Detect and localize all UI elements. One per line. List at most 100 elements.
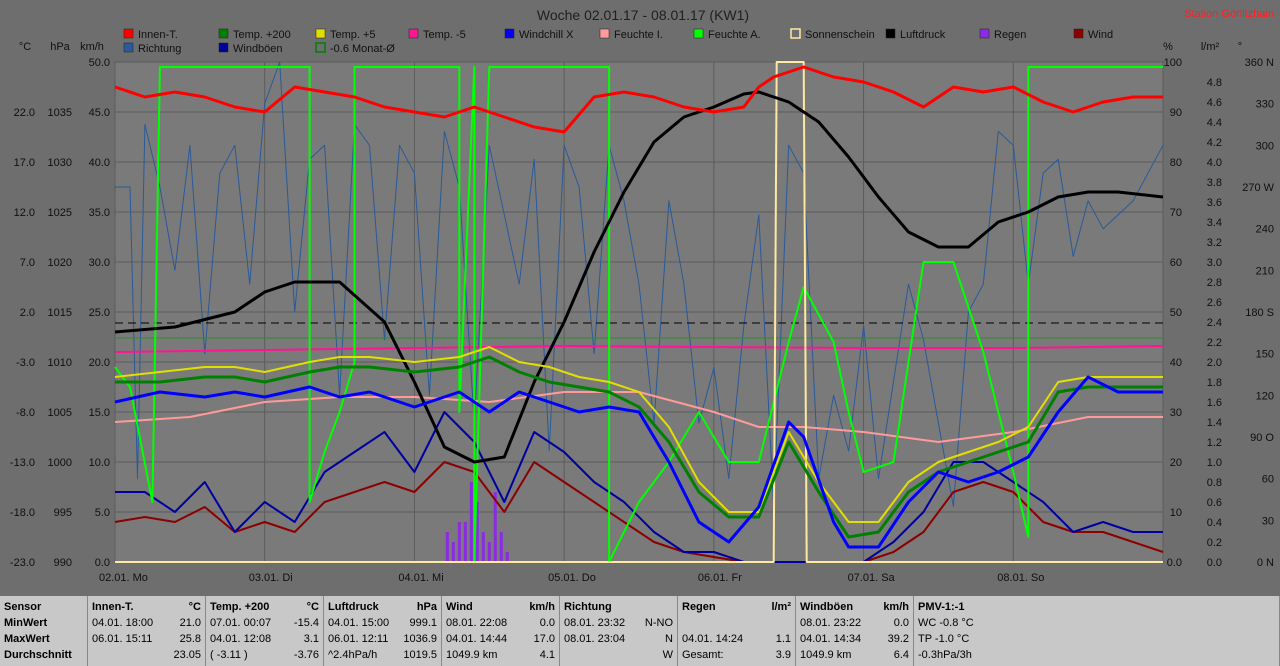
table-row: Windböen km/h (800, 599, 909, 615)
tick-rain: 0.8 (1207, 477, 1222, 489)
series-line (114, 345, 1164, 353)
table-row: 06.01. 12:11 1036.9 (328, 631, 437, 647)
table-cell: 1049.9 km (446, 649, 498, 661)
tick-rain: 1.4 (1207, 417, 1222, 429)
table-cell: 39.2 (887, 633, 909, 645)
tick-deg: 120 (1256, 390, 1274, 402)
legend-swatch (979, 28, 990, 39)
tick-x: 02.01. Mo (99, 572, 148, 584)
table-row: WC -0.8 °C (918, 615, 1275, 631)
table-row: 1049.9 km 4.1 (446, 647, 555, 663)
tick-hpa: 1035 (48, 107, 72, 119)
tick-rain: 1.2 (1207, 437, 1222, 449)
table-cell: 04.01. 14:44 (446, 633, 508, 645)
table-col: Richtung 08.01. 23:32 N-NO 08.01. 23:04 N W (560, 596, 678, 666)
table-cell: Sensor (4, 601, 42, 613)
tick-kmh: 0.0 (95, 557, 110, 569)
table-cell: km/h (883, 601, 909, 613)
tick-x: 07.01. Sa (848, 572, 896, 584)
tick-rain: 4.4 (1207, 117, 1222, 129)
axis-header-kmh: km/h (80, 41, 104, 53)
tick-pct: 20 (1170, 457, 1182, 469)
table-cell: 3.9 (775, 649, 791, 661)
legend-swatch (599, 28, 610, 39)
table-cell: WC -0.8 °C (918, 617, 974, 629)
tick-rain: 4.8 (1207, 77, 1222, 89)
tick-rain: 3.4 (1207, 217, 1222, 229)
legend-swatch (693, 28, 704, 39)
table-cell: Innen-T. (92, 601, 134, 613)
rain-bar (451, 542, 455, 562)
table-row: 08.01. 23:22 0.0 (800, 615, 909, 631)
tick-rain: 1.8 (1207, 377, 1222, 389)
series-line (114, 66, 1163, 563)
table-cell: MinWert (4, 617, 48, 629)
tick-kmh: 10.0 (89, 457, 110, 469)
rain-bar (505, 552, 509, 562)
axes: °C hPa km/h% l/m² ° 50.0 45.0 40.0 35.0 30.0 25.0 2… (10, 41, 1275, 584)
series-group (114, 61, 1164, 563)
tick-kmh: 5.0 (95, 507, 110, 519)
tick-rain: 0.2 (1207, 537, 1222, 549)
tick-temp: 17.0 (14, 157, 35, 169)
series-line (115, 61, 1164, 507)
tick-kmh: 50.0 (89, 57, 110, 69)
rain-bar (487, 542, 491, 562)
legend-item-label: Wind (1088, 29, 1113, 41)
tick-hpa: 1010 (48, 357, 72, 369)
rain-bar (469, 482, 473, 562)
table-cell: 0.0 (539, 617, 555, 629)
legend-swatch (790, 28, 801, 39)
legend-item-label: Temp. -5 (423, 29, 466, 41)
tick-kmh: 45.0 (89, 107, 110, 119)
tick-rain: 2.2 (1207, 337, 1222, 349)
tick-kmh: 20.0 (89, 357, 110, 369)
tick-rain: 1.6 (1207, 397, 1222, 409)
table-row: Durchschnitt (4, 647, 83, 663)
legend-item-label: Innen-T. (138, 29, 178, 41)
tick-hpa: 1025 (48, 207, 72, 219)
tick-pct: 30 (1170, 407, 1182, 419)
table-row: Wind km/h (446, 599, 555, 615)
table-cell: -15.4 (293, 617, 319, 629)
legend-item-label: Windchill X (519, 29, 574, 41)
table-row: 07.01. 00:07 -15.4 (210, 615, 319, 631)
legend-item-label: Feuchte I. (614, 29, 663, 41)
table-cell: 6.4 (893, 649, 909, 661)
legend-swatch (218, 28, 229, 39)
table-row: MaxWert (4, 631, 83, 647)
table-col: Regen l/m² 04.01. 14:24 1.1 Gesamt: 3.9 (678, 596, 796, 666)
table-row: 04.01. 14:34 39.2 (800, 631, 909, 647)
table-cell: Gesamt: (682, 649, 724, 661)
table-col: Luftdruck hPa 04.01. 15:00 999.1 06.01. 12:1… (324, 596, 442, 666)
tick-hpa: 1005 (48, 407, 72, 419)
tick-pct: 60 (1170, 257, 1182, 269)
table-cell: 0.0 (893, 617, 909, 629)
legend-swatch (315, 42, 326, 53)
table-cell: N-NO (644, 617, 673, 629)
legend-swatch (123, 42, 134, 53)
tick-rain: 3.2 (1207, 237, 1222, 249)
table-col: Innen-T. °C 04.01. 18:00 21.0 06.01. 15:11 25… (88, 596, 206, 666)
table-col: Temp. +200 °C 07.01. 00:07 -15.4 04.01. 12:0… (206, 596, 324, 666)
rain-bar (457, 522, 461, 562)
table-cell: 04.01. 18:00 (92, 617, 154, 629)
tick-rain: 2.8 (1207, 277, 1222, 289)
tick-deg: 240 (1256, 224, 1274, 236)
tick-rain: 2.4 (1207, 317, 1222, 329)
rain-bar (499, 532, 503, 562)
tick-rain: 3.6 (1207, 197, 1222, 209)
tick-temp: 2.0 (20, 307, 35, 319)
table-cell: Windböen (800, 601, 854, 613)
table-row: Richtung (564, 599, 673, 615)
tick-deg: 150 (1256, 349, 1274, 361)
table-cell: PMV-1:-1 (918, 601, 965, 613)
tick-deg: 210 (1256, 265, 1274, 277)
tick-hpa: 1020 (48, 257, 72, 269)
tick-hpa: 1000 (48, 457, 72, 469)
tick-deg: 270 W (1242, 182, 1274, 194)
table-row: ^2.4hPa/h 1019.5 (328, 647, 437, 663)
table-col: Wind km/h 08.01. 22:08 0.0 04.01. 14:44 17.0 1… (442, 596, 560, 666)
table-cell: 04.01. 15:00 (328, 617, 390, 629)
tick-rain: 2.6 (1207, 297, 1222, 309)
